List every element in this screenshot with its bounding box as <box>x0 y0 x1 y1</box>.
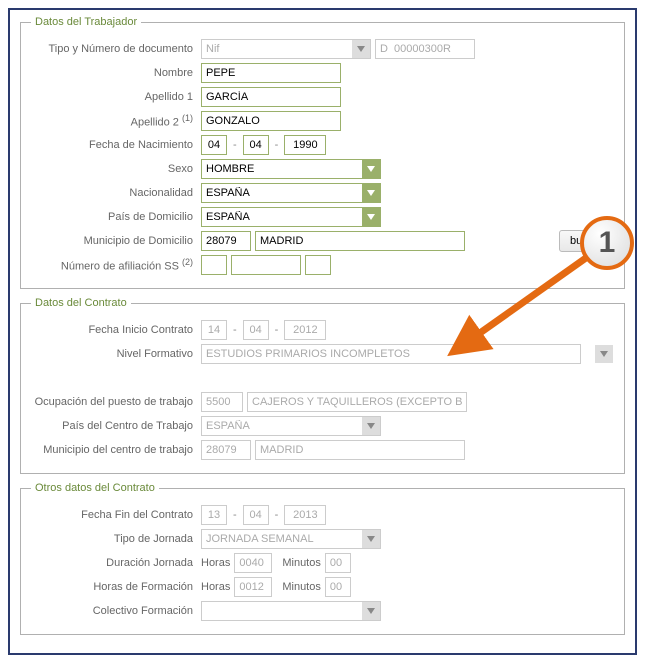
end-month-input <box>243 505 269 525</box>
form-container: Datos del Trabajador Tipo y Número de do… <box>8 8 637 655</box>
dob-month-input[interactable] <box>243 135 269 155</box>
chevron-down-icon[interactable] <box>362 602 380 620</box>
label-surname1: Apellido 1 <box>31 91 201 103</box>
start-month-input <box>243 320 269 340</box>
legend-worker: Datos del Trabajador <box>31 16 141 28</box>
label-jornada: Tipo de Jornada <box>31 533 201 545</box>
work-muni-name-input <box>255 440 465 460</box>
start-year-input <box>284 320 326 340</box>
fieldset-contract: Datos del Contrato Fecha Inicio Contrato… <box>20 297 625 474</box>
chevron-down-icon[interactable] <box>362 160 380 178</box>
label-work-muni: Municipio del centro de trabajo <box>31 444 201 456</box>
name-input[interactable] <box>201 63 341 83</box>
work-country-select <box>201 416 381 436</box>
label-muni: Municipio de Domicilio <box>31 235 201 247</box>
dur-min-input <box>325 553 351 573</box>
label-sex: Sexo <box>31 163 201 175</box>
label-dob: Fecha de Nacimiento <box>31 139 201 151</box>
label-minutes-2: Minutos <box>282 581 321 593</box>
jornada-select <box>201 529 381 549</box>
label-doc: Tipo y Número de documento <box>31 43 201 55</box>
label-colectivo: Colectivo Formación <box>31 605 201 617</box>
surname1-input[interactable] <box>201 87 341 107</box>
dob-year-input[interactable] <box>284 135 326 155</box>
start-day-input <box>201 320 227 340</box>
level-select <box>201 344 581 364</box>
ss-input-2[interactable] <box>231 255 301 275</box>
nationality-select[interactable] <box>201 183 381 203</box>
end-day-input <box>201 505 227 525</box>
chevron-down-icon[interactable] <box>362 184 380 202</box>
end-year-input <box>284 505 326 525</box>
chevron-down-icon[interactable] <box>362 208 380 226</box>
legend-contract: Datos del Contrato <box>31 297 131 309</box>
work-muni-code-input <box>201 440 251 460</box>
surname2-input[interactable] <box>201 111 341 131</box>
label-train: Horas de Formación <box>31 581 201 593</box>
label-nationality: Nacionalidad <box>31 187 201 199</box>
label-occ: Ocupación del puesto de trabajo <box>31 396 201 408</box>
fieldset-worker: Datos del Trabajador Tipo y Número de do… <box>20 16 625 289</box>
colectivo-select[interactable] <box>201 601 381 621</box>
doc-type-select[interactable] <box>201 39 371 59</box>
dob-day-input[interactable] <box>201 135 227 155</box>
label-name: Nombre <box>31 67 201 79</box>
label-level: Nivel Formativo <box>31 348 201 360</box>
label-hours: Horas <box>201 557 230 569</box>
search-button[interactable]: buscar <box>559 230 614 252</box>
doc-number-input[interactable] <box>375 39 475 59</box>
muni-name-input[interactable] <box>255 231 465 251</box>
dur-hours-input <box>234 553 272 573</box>
muni-code-input[interactable] <box>201 231 251 251</box>
sex-select[interactable] <box>201 159 381 179</box>
label-hours-2: Horas <box>201 581 230 593</box>
label-ss: Número de afiliación SS (2) <box>31 257 201 273</box>
chevron-down-icon <box>362 530 380 548</box>
fieldset-other: Otros datos del Contrato Fecha Fin del C… <box>20 482 625 635</box>
label-country: País de Domicilio <box>31 211 201 223</box>
label-start: Fecha Inicio Contrato <box>31 324 201 336</box>
label-minutes: Minutos <box>282 557 321 569</box>
label-dur: Duración Jornada <box>31 557 201 569</box>
train-min-input <box>325 577 351 597</box>
chevron-down-icon <box>362 417 380 435</box>
occ-desc-input <box>247 392 467 412</box>
ss-input-1[interactable] <box>201 255 227 275</box>
country-select[interactable] <box>201 207 381 227</box>
legend-other: Otros datos del Contrato <box>31 482 159 494</box>
train-hours-input <box>234 577 272 597</box>
chevron-down-icon <box>595 345 613 363</box>
label-work-country: País del Centro de Trabajo <box>31 420 201 432</box>
label-end: Fecha Fin del Contrato <box>31 509 201 521</box>
occ-code-input <box>201 392 243 412</box>
ss-input-3[interactable] <box>305 255 331 275</box>
label-surname2: Apellido 2 (1) <box>31 113 201 129</box>
chevron-down-icon[interactable] <box>352 40 370 58</box>
